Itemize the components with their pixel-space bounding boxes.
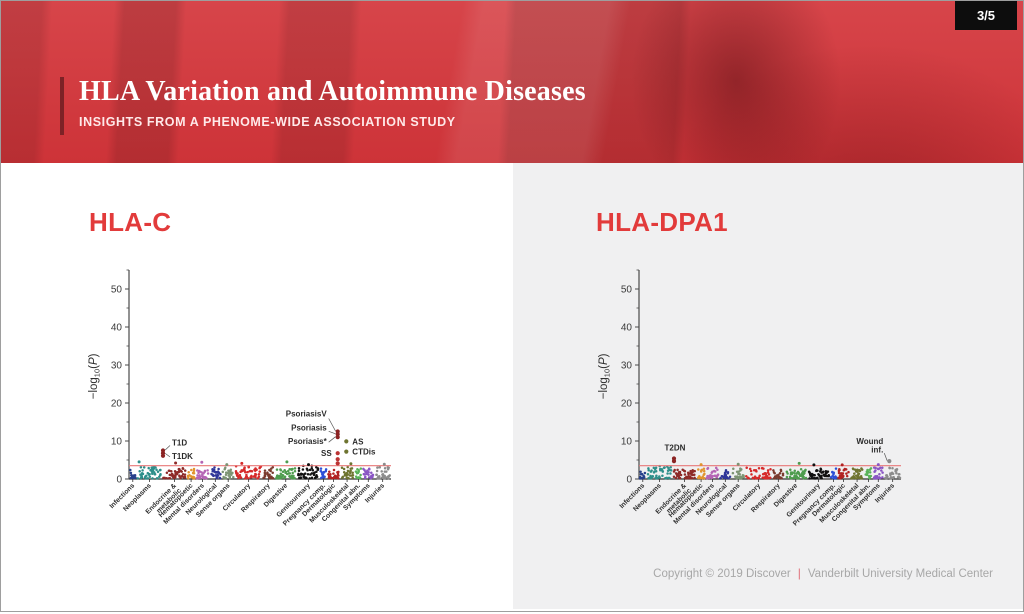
annotation-leader-line — [883, 452, 888, 461]
highlighted-points — [160, 429, 349, 466]
y-tick-label: 20 — [111, 399, 123, 410]
annotation-label: T2DN — [665, 444, 686, 453]
category-point-clusters — [638, 464, 902, 480]
annotation-leader-line — [328, 418, 336, 432]
annotation-label: AS — [352, 437, 364, 446]
y-tick-label: 40 — [621, 323, 633, 334]
right-gray-panel — [513, 163, 1023, 609]
footer-divider: | — [797, 566, 801, 580]
y-tick-label: 30 — [111, 361, 123, 372]
y-tick-label: 40 — [111, 323, 123, 334]
y-tick-label: 50 — [111, 285, 123, 296]
outlier-points — [137, 460, 386, 467]
annotation-label: SS — [321, 449, 332, 458]
title-block: HLA Variation and Autoimmune Diseases IN… — [60, 77, 586, 135]
y-axis-ticks: 0 10 20 30 40 50 — [111, 269, 129, 486]
chart-title-hla-dpa1: HLA-DPA1 — [596, 207, 728, 237]
page-number-badge: 3/5 — [955, 1, 1017, 30]
annotation-leader-line — [328, 430, 336, 435]
copyright-footer: Copyright © 2019 Discover | Vanderbilt Uni… — [653, 566, 993, 580]
category-point-clusters — [129, 464, 391, 480]
y-tick-label: 0 — [626, 475, 632, 486]
annotation-label: PsoriasisV — [286, 410, 328, 419]
organization-name: Vanderbilt University Medical Center — [807, 568, 993, 580]
annotation-label: Psoriasis* — [288, 437, 328, 446]
y-axis-ticks: 0 10 20 30 40 50 — [621, 269, 639, 486]
annotations: T2DN Wound inf. — [665, 437, 888, 461]
y-axis-label: −log10(P) — [598, 353, 612, 399]
highlighted-points — [671, 456, 892, 464]
y-tick-label: 0 — [116, 475, 122, 486]
annotations: T1D T1DK PsoriasisV Psoriasis Psoriasis* SS AS… — [164, 410, 376, 461]
hla-dpa1-manhattan-plot: 0 10 20 30 40 50 −log10(P) InfectionsNeoplasmsE… — [598, 269, 902, 527]
slide-subtitle: INSIGHTS FROM A PHENOME-WIDE ASSOCIATION… — [79, 115, 456, 129]
annotation-label: Wound inf. — [856, 437, 883, 455]
annotation-leader-line — [164, 445, 171, 451]
y-tick-label: 10 — [111, 437, 123, 448]
y-tick-label: 10 — [621, 437, 633, 448]
annotation-label: T1D — [172, 439, 187, 448]
outlier-points — [699, 461, 880, 467]
annotation-label: CTDis — [352, 448, 376, 457]
annotation-leader-line — [328, 436, 336, 443]
y-axis-label: −log10(P) — [88, 353, 102, 399]
title-accent-bar — [60, 77, 64, 135]
y-tick-label: 50 — [621, 285, 633, 296]
copyright-text: Copyright © 2019 Discover — [653, 568, 791, 580]
y-tick-label: 30 — [621, 361, 633, 372]
slide-title: HLA Variation and Autoimmune Diseases — [79, 76, 586, 107]
y-tick-label: 20 — [621, 399, 633, 410]
header-banner: 3/5 HLA Variation and Autoimmune Disease… — [1, 1, 1023, 163]
hla-c-manhattan-plot: 0 10 20 30 40 50 −log10(P) InfectionsNeoplasmsE… — [88, 269, 391, 527]
annotation-label: Psoriasis — [291, 423, 327, 432]
slide-content: HLA-C HLA-DPA1 0 10 20 30 40 50 −log10(P) Infec… — [1, 163, 1023, 609]
annotation-leader-line — [164, 453, 171, 458]
annotation-label: T1DK — [172, 452, 193, 461]
chart-title-hla-c: HLA-C — [89, 207, 172, 237]
